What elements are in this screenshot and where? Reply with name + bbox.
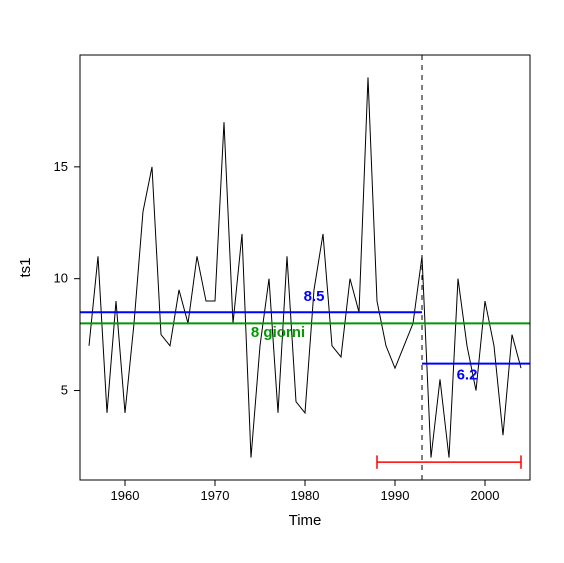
x-tick-label: 1970 — [201, 488, 230, 503]
x-tick-label: 2000 — [471, 488, 500, 503]
x-tick-label: 1960 — [111, 488, 140, 503]
y-axis-label: ts1 — [17, 257, 34, 277]
label-8-5: 8.5 — [304, 288, 325, 305]
y-tick-label: 15 — [54, 159, 68, 174]
y-tick-label: 5 — [61, 383, 68, 398]
label-6-2: 6.2 — [457, 366, 478, 383]
chart-bg — [0, 0, 564, 563]
x-tick-label: 1990 — [381, 488, 410, 503]
x-tick-label: 1980 — [291, 488, 320, 503]
y-tick-label: 10 — [54, 271, 68, 286]
label-8-giorni: 8 giorni — [251, 324, 305, 341]
x-axis-label: Time — [289, 512, 322, 529]
